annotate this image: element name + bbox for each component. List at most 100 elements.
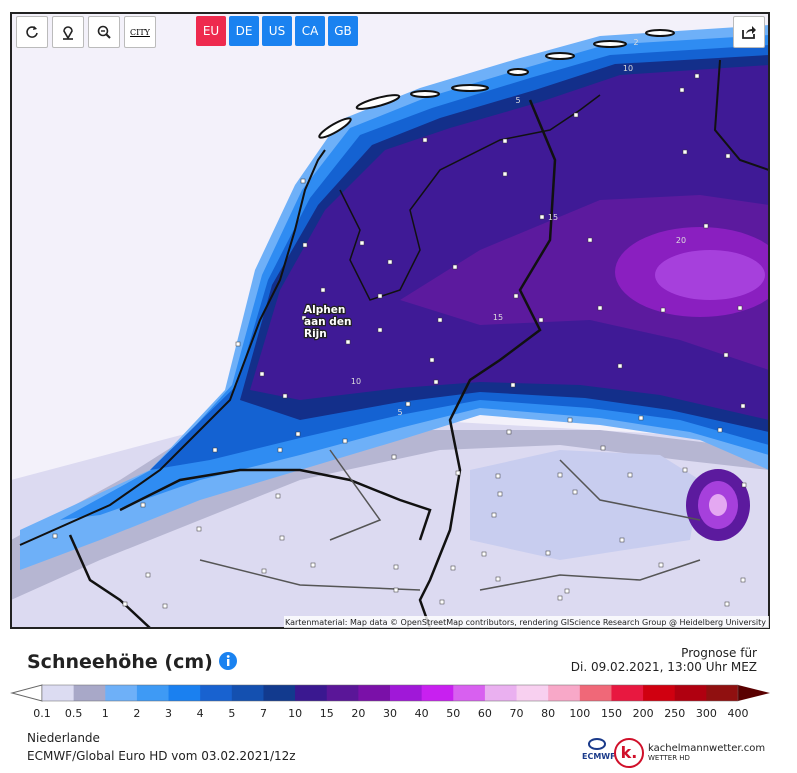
map: Alphen aan den Rijn 2 10 5 20 15 10 5 15 Kartenmat… [10,12,770,629]
region-button[interactable]: DE [229,16,259,46]
region-button[interactable]: US [262,16,292,46]
city-marker [122,601,128,607]
city-marker [405,401,411,407]
scale-step [643,685,676,701]
city-marker [539,214,545,220]
forecast: Prognose für Di. 09.02.2021, 13:00 Uhr ME… [571,646,757,674]
scale-label: 70 [510,707,524,720]
city-marker [495,576,501,582]
city-marker [393,587,399,593]
city-marker [638,415,644,421]
scale-label: 250 [664,707,685,720]
contour-label: 2 [633,38,638,47]
scale-step [105,685,138,701]
scale-label: 60 [478,707,492,720]
city-marker [572,489,578,495]
scale-step [200,685,233,701]
city-marker [682,149,688,155]
contour-label: 15 [493,313,503,322]
scale-label: 10 [288,707,302,720]
contour-label: 20 [676,236,686,245]
city-marker [491,512,497,518]
reload-button[interactable] [16,16,48,48]
zoom-out-button[interactable] [88,16,120,48]
city-marker [679,87,685,93]
city-marker [259,371,265,377]
city-marker [452,264,458,270]
city-marker [422,137,428,143]
contour-label: 15 [548,213,558,222]
scale-step [326,685,359,701]
snow-field [11,13,769,628]
scale-label: 50 [446,707,460,720]
scale-step [516,685,549,701]
city-marker [345,339,351,345]
scale-step [295,685,328,701]
brand: kachelmannwetter.com WETTER HD [648,743,765,762]
scale-label: 150 [601,707,622,720]
city-button[interactable]: CITY [124,16,156,48]
city-marker [502,138,508,144]
scale-label: 15 [320,707,334,720]
scale-high-arrow [738,685,770,701]
scale-step [390,685,423,701]
city-marker [587,237,593,243]
scale-low-arrow [10,684,43,702]
city-marker [377,327,383,333]
city-marker [723,352,729,358]
scale-label: 200 [633,707,654,720]
region-button[interactable]: EU [196,16,226,46]
city-marker [295,431,301,437]
scale-label: 0.1 [33,707,51,720]
share-button[interactable] [733,16,765,48]
city-label: Alphen aan den Rijn [304,304,351,340]
city-marker [342,438,348,444]
location-button[interactable] [52,16,84,48]
scale-label: 30 [383,707,397,720]
city-marker [481,551,487,557]
brand-sub: WETTER HD [648,754,690,762]
contour-label: 10 [623,64,633,73]
city-marker [502,171,508,177]
city-marker [740,577,746,583]
city-marker [724,601,730,607]
city-marker [377,293,383,299]
color-scale: 0.1 0.5 1 2 3 4 5 7 10 15 20 30 40 50 60 70 80 100 150 200 2… [10,684,770,720]
scale-step [168,685,201,701]
city-marker [513,293,519,299]
city-marker [196,526,202,532]
forecast-label: Prognose für [681,646,757,660]
scale-label: 400 [728,707,749,720]
scale-step [42,685,75,701]
contour-label: 5 [397,408,402,417]
ecmwf-logo: ECMWF [582,738,616,761]
ecmwf-text: ECMWF [582,752,616,761]
scale-label: 7 [260,707,267,720]
city-marker [545,550,551,556]
city-marker [658,562,664,568]
city-marker [275,493,281,499]
scale-label: 300 [696,707,717,720]
legend-title: Schneehöhe (cm) [27,651,238,673]
city-marker [391,454,397,460]
city-marker [717,427,723,433]
scale-label: 0.5 [65,707,83,720]
city-marker [212,447,218,453]
city-marker [538,317,544,323]
attribution: Kartenmaterial: Map data © OpenStreetMap… [285,618,766,627]
region-button[interactable]: GB [328,16,358,46]
scale-step [579,685,612,701]
city-marker [140,502,146,508]
region-button[interactable]: CA [295,16,325,46]
scale-label: 20 [351,707,365,720]
model-run: ECMWF/Global Euro HD vom 03.02.2021/12z [27,749,296,763]
city-marker [497,491,503,497]
city-marker [694,73,700,79]
city-marker [682,467,688,473]
legend-title-text: Schneehöhe (cm) [27,651,213,673]
scale-label: 100 [569,707,590,720]
city-marker [300,178,306,184]
city-marker [597,305,603,311]
contour-label: 10 [351,377,361,386]
